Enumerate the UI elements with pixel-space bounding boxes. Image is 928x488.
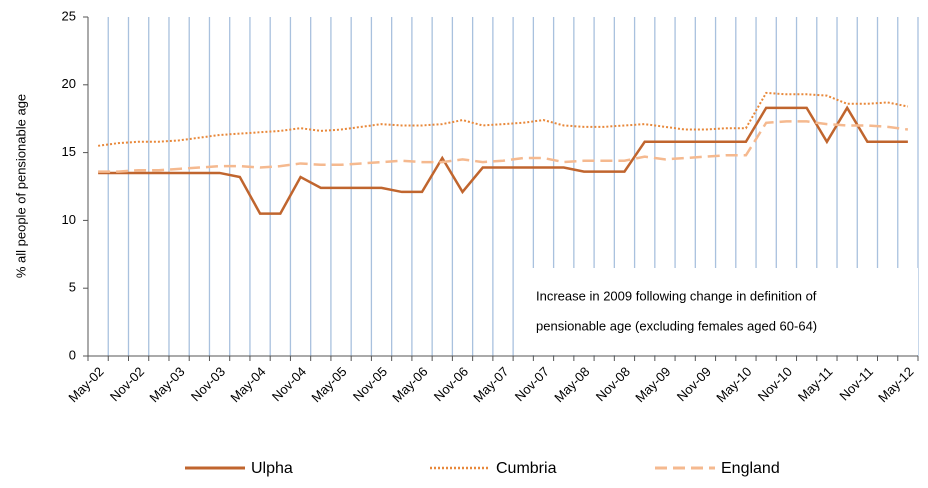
x-tick-label: May-09: [632, 364, 673, 405]
legend-label: England: [721, 460, 780, 477]
annotation: pensionable age (excluding females aged …: [536, 318, 817, 333]
x-tick-label: May-06: [389, 364, 430, 405]
x-tick-label: May-12: [875, 364, 916, 405]
series-line: [97, 91, 909, 147]
y-tick-label: 5: [69, 280, 76, 295]
annotation-box: [515, 268, 918, 355]
y-tick-label: 25: [62, 8, 76, 23]
x-tick-label: Nov-08: [593, 364, 633, 404]
legend-label: Cumbria: [496, 460, 557, 477]
x-tick-label: Nov-10: [755, 364, 795, 404]
x-tick-label: Nov-06: [431, 364, 471, 404]
x-tick-label: Nov-03: [188, 364, 228, 404]
y-tick-label: 10: [62, 212, 76, 227]
x-tick-label: Nov-05: [350, 364, 390, 404]
x-tick-label: May-10: [713, 364, 754, 405]
x-tick-label: May-02: [65, 364, 106, 405]
x-tick-label: May-05: [308, 364, 349, 405]
x-tick-label: May-11: [795, 364, 836, 405]
y-tick-label: 0: [69, 347, 76, 362]
y-tick-label: 15: [62, 144, 76, 159]
series-line: [98, 105, 908, 215]
x-tick-label: Nov-02: [107, 364, 147, 404]
legend-label: Ulpha: [251, 460, 293, 477]
x-tick-label: Nov-11: [836, 364, 876, 404]
x-tick-label: May-03: [146, 364, 187, 405]
x-tick-label: May-08: [551, 364, 592, 405]
y-tick-label: 20: [62, 76, 76, 91]
x-tick-label: Nov-07: [512, 364, 552, 404]
series-line: [98, 120, 909, 173]
x-tick-label: May-07: [470, 364, 511, 405]
x-tick-label: Nov-09: [674, 364, 714, 404]
y-axis-label: % all people of pensionable age: [13, 94, 28, 278]
x-tick-label: Nov-04: [269, 364, 309, 404]
x-tick-label: May-04: [227, 364, 268, 405]
annotation: Increase in 2009 following change in def…: [536, 288, 817, 303]
